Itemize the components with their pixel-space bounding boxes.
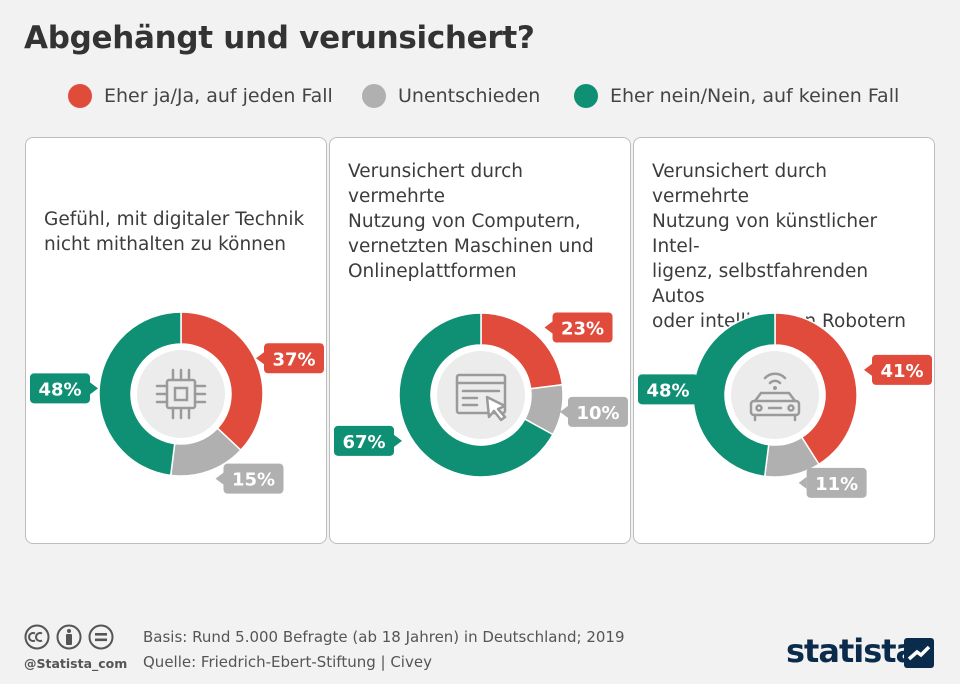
label-undecided: 15% [215,463,284,494]
legend-swatch-undecided [362,84,386,108]
chip-icon [137,350,225,438]
label-box [264,343,324,374]
panel-title-line: Gefühl, mit digitaler Technik [44,209,305,230]
legend: Eher ja/Ja, auf jeden Fall Unentschieden… [0,82,960,110]
source-notes: Basis: Rund 5.000 Befragte (ab 18 Jahren… [143,625,625,675]
legend-label-no: Eher nein/Nein, auf keinen Fall [610,85,900,107]
label-pointer [90,382,98,395]
data-label-text: 41% [880,361,923,382]
panel-title-line: Nutzung von Computern, [348,211,581,232]
creative-commons-icons[interactable] [24,624,124,652]
label-pointer [215,472,224,485]
data-label-text: 37% [272,349,315,370]
label-box [552,312,613,343]
panel-title-line: Verunsichert durch vermehrte [348,161,524,207]
label-undecided: 10% [560,396,628,427]
label-undecided: 11% [798,467,867,498]
label-pointer [864,363,872,376]
slice-no [692,312,776,478]
slice-yes [180,311,264,452]
label-pointer [256,352,264,365]
chart-title: Abgehängt und verunsichert? [24,20,535,56]
panel-title: Gefühl, mit digitaler Technik nicht mith… [44,207,316,257]
label-no: 48% [30,373,98,404]
label-box [30,373,90,404]
label-box [223,463,284,494]
label-pointer [798,476,807,489]
label-box [334,425,394,456]
data-label-text: 48% [38,379,81,400]
browser-cursor-icon [437,351,525,439]
data-label-text: 15% [232,470,275,491]
label-box [568,396,628,427]
label-box [806,467,867,498]
panel-title-line: nicht mithalten zu können [44,234,286,255]
brand-wordmark: statista [786,632,917,670]
legend-label-yes: Eher ja/Ja, auf jeden Fall [104,85,333,107]
legend-swatch-yes [68,84,92,108]
data-label-text: 11% [815,474,858,495]
connected-car-icon [731,351,819,439]
statista-logo-icon [904,638,934,668]
legend-swatch-no [574,84,598,108]
legend-item-no: Eher nein/Nein, auf keinen Fall [574,82,899,110]
panel-title-line: Verunsichert durch vermehrte [652,161,828,207]
label-pointer [698,383,706,396]
label-pointer [394,434,402,447]
donut-chart: 37% 15% 48% [30,311,324,494]
data-label-text: 23% [561,318,604,339]
basis-note: Basis: Rund 5.000 Befragte (ab 18 Jahren… [143,628,625,646]
slice-no [98,311,182,477]
attribution-icon [56,624,82,650]
panel-title-line: Nutzung von künstlicher Intel- [652,211,878,257]
legend-item-yes: Eher ja/Ja, auf jeden Fall [68,82,333,110]
slice-yes [774,312,858,466]
no-derivatives-icon [88,624,114,650]
donut-chart: 41% 11% 48% [638,312,932,498]
legend-item-undecided: Unentschieden [362,82,540,110]
statista-logo[interactable]: statista [786,632,936,672]
statista-handle: @Statista_com [24,656,128,671]
label-box [638,374,698,405]
chart-panel-ki-nutzung: Verunsichert durch vermehrte Nutzung von… [633,137,935,544]
donut-chart: 23% 10% 67% [334,312,628,478]
chart-panel-computer-nutzung: Verunsichert durch vermehrte Nutzung von… [329,137,631,544]
slice-no [398,312,554,478]
label-yes: 37% [256,343,324,374]
data-label-text: 67% [342,432,385,453]
label-pointer [544,321,553,334]
source-note: Quelle: Friedrich-Ebert-Stiftung | Civey [143,653,432,671]
label-yes: 23% [544,312,613,343]
panel-title-line: ligenz, selbstfahrenden Autos [652,261,869,307]
data-label-text: 10% [576,403,619,424]
cc-icon [24,624,50,650]
panel-title: Verunsichert durch vermehrte Nutzung von… [348,159,620,284]
label-pointer [560,405,568,418]
label-no: 67% [334,425,402,456]
panel-title-line: Onlineplattformen [348,261,517,282]
label-no: 48% [638,374,706,405]
label-box [872,354,932,385]
data-label-text: 48% [646,380,689,401]
label-yes: 41% [864,354,932,385]
panel-title-line: vernetzten Maschinen und [348,236,594,257]
chart-panel-digital-technik: Gefühl, mit digitaler Technik nicht mith… [25,137,327,544]
legend-label-undecided: Unentschieden [398,85,541,107]
